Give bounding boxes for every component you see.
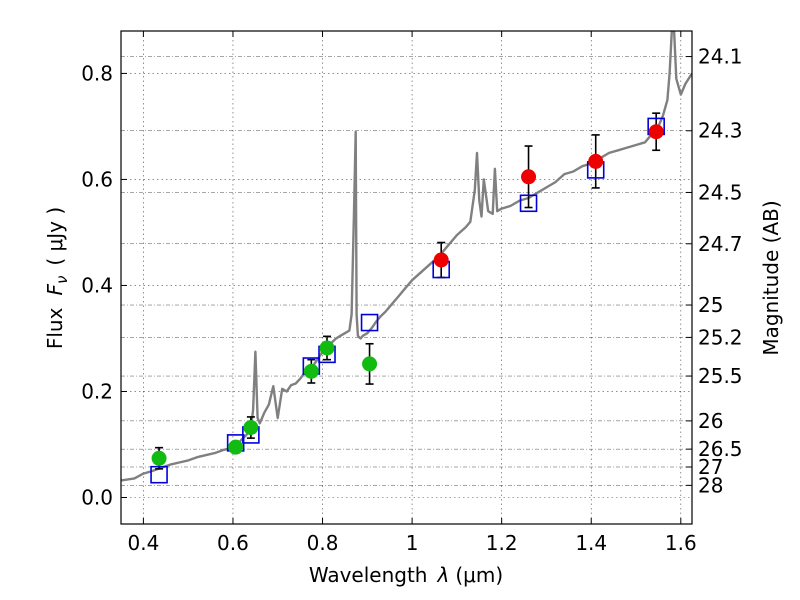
nir_observed-point [648,124,664,140]
model_bands-square-marker [360,313,379,332]
y-tick-label: 0.4 [81,273,113,297]
optical_observed-point [303,363,319,379]
magnitude-tick-label: 24.5 [698,180,743,204]
y-tick-label: 0.6 [81,167,113,191]
magnitude-tick-label: 24.1 [698,45,743,69]
model_bands-square-marker [519,194,538,213]
y-axis-title-subscript: ν [53,276,71,284]
markers-layer [150,117,665,484]
x-axis-title-symbol: λ [437,563,450,587]
x-tick-label: 1.4 [575,531,607,555]
y-axis-title: Flux Fν ( μJy ) [43,207,71,349]
optical_observed-point [243,420,259,436]
nir_observed-point [433,252,449,268]
magnitude-tick-label: 24.3 [698,119,743,143]
y-tick-label: 0.8 [81,61,113,85]
magnitude-tick-label: 25.2 [698,325,743,349]
magnitude-tick-label: 26.5 [698,437,743,461]
y-axis-title-text: Flux [43,307,67,349]
y-axis-title-unit: ( μJy ) [43,207,67,266]
optical_observed-point [228,439,244,455]
nir_observed-point [521,169,537,185]
optical_observed-point [319,340,335,356]
x-tick-label: 1.2 [486,531,518,555]
model_bands-square-marker [150,465,168,484]
optical_observed-point [362,356,378,372]
x-tick-label: 1 [406,531,419,555]
magnitude-tick-label: 27 [698,455,723,479]
tick-labels: 0.4 0.6 0.8 1 1.2 1.4 1.6 0.0 0.2 0.4 0.6 0.8 24.1 24… [81,45,742,555]
optical_observed-point [151,450,167,466]
x-tick-label: 0.6 [217,531,249,555]
x-tick-label: 0.4 [127,531,159,555]
x-axis-title: Wavelength λ (μm) [309,563,503,587]
y-axis-title-symbol: F [43,284,67,296]
x-axis-title-unit: (μm) [455,563,503,587]
grid-lines [121,31,692,524]
model-spectrum-line [121,31,692,482]
magnitude-reference-lines [121,56,692,486]
model-spectrum-layer [121,31,692,482]
x-tick-label: 1.6 [665,531,697,555]
magnitude-tick-label: 24.7 [698,232,743,256]
x-tick-label: 0.8 [307,531,339,555]
magnitude-tick-label: 25 [698,293,723,317]
plot-frame [120,30,693,525]
nir_observed-point [588,153,604,169]
magnitude-tick-label: 28 [698,473,723,497]
magnitude-axis-title: Magnitude (AB) [759,200,783,355]
x-axis-title-text: Wavelength [309,563,428,587]
y-tick-label: 0.0 [81,485,113,509]
magnitude-tick-label: 25.5 [698,364,743,388]
y-tick-label: 0.2 [81,379,113,403]
magnitude-tick-label: 26 [698,409,723,433]
axis-ticks [121,31,692,524]
